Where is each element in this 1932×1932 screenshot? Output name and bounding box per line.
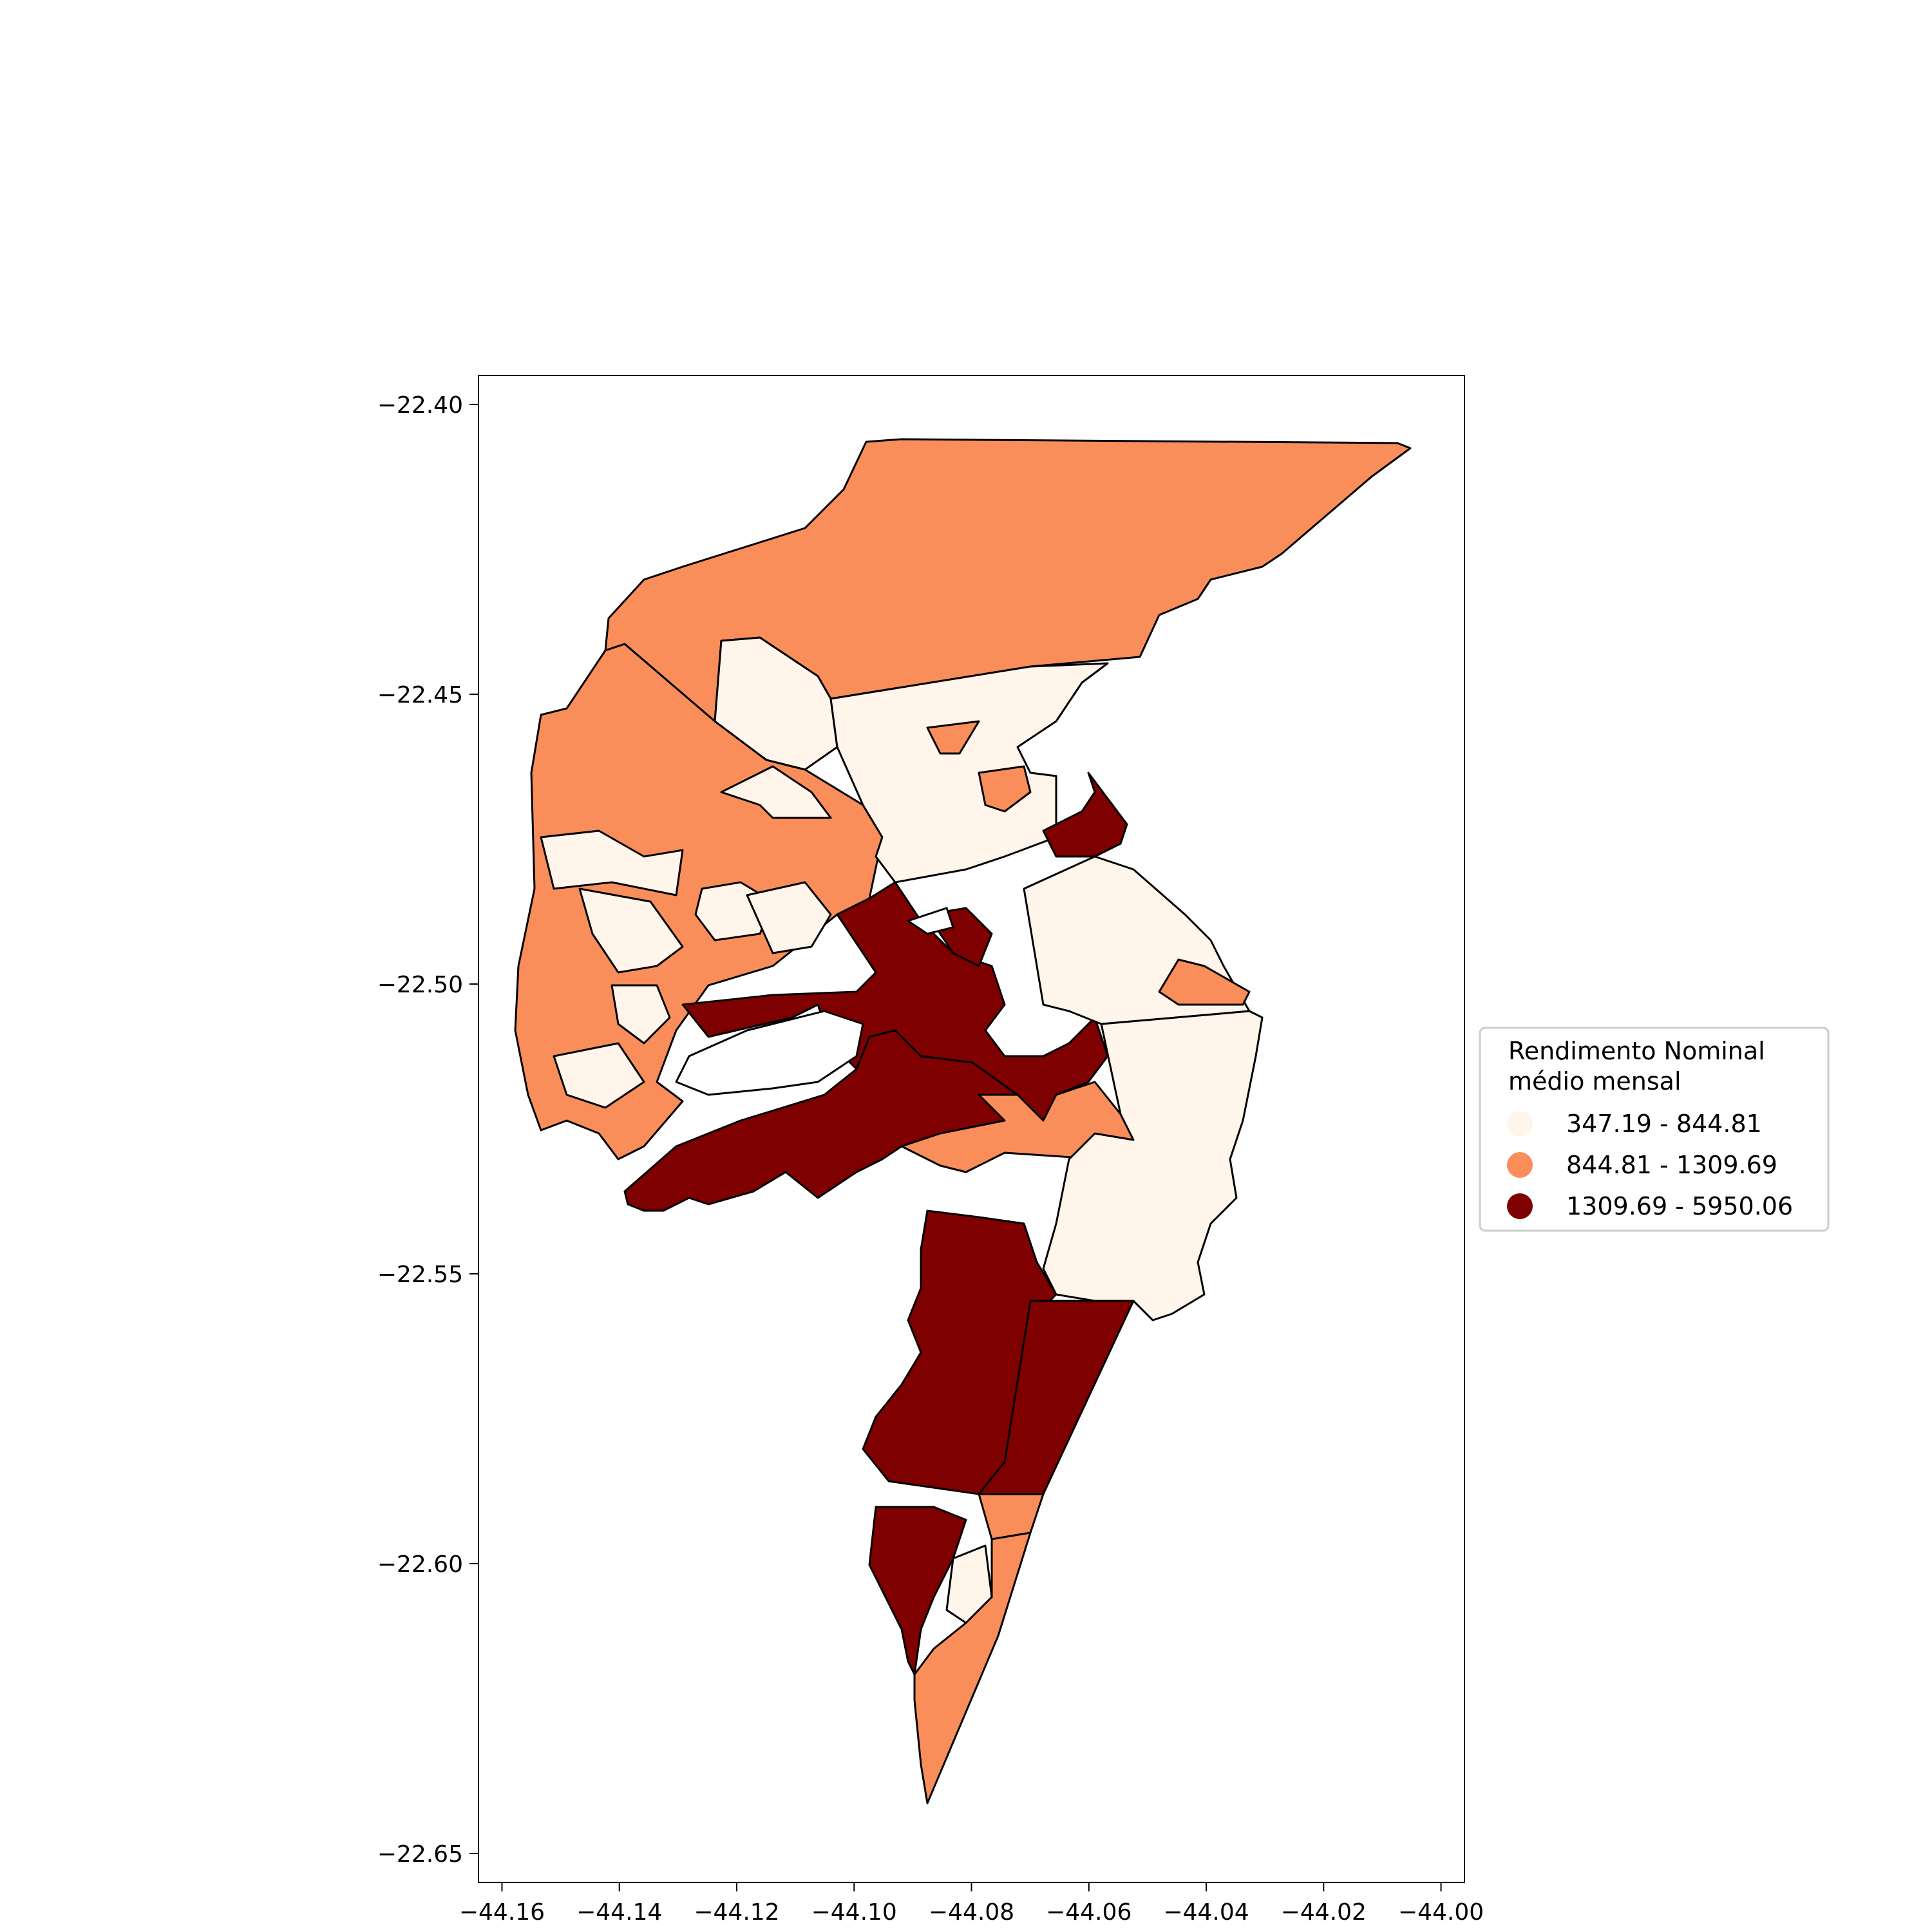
x-tick-label: −44.04	[1163, 1899, 1249, 1926]
legend-label-low: 347.19 - 844.81	[1566, 1110, 1762, 1138]
y-tick-label: −22.65	[377, 1841, 463, 1868]
map-regions	[514, 438, 1412, 1804]
region-light-bay	[675, 1010, 864, 1096]
x-tick-label: −44.16	[459, 1899, 545, 1926]
y-tick-label: −22.60	[377, 1551, 463, 1578]
region-dark-ne	[1042, 772, 1128, 858]
legend-swatch-mid	[1507, 1152, 1533, 1178]
region-light-3	[720, 765, 832, 819]
region-orange-ne	[1158, 958, 1251, 1006]
x-tick-label: −44.14	[576, 1899, 662, 1926]
region-dark-south-3	[868, 1506, 967, 1676]
legend-swatch-high	[1507, 1193, 1533, 1219]
region-light-6	[611, 984, 671, 1045]
x-tick-label: −44.12	[694, 1899, 779, 1926]
region-east-light	[1042, 1010, 1264, 1321]
x-tick-label: −44.00	[1398, 1899, 1484, 1926]
region-light-4	[540, 829, 684, 896]
region-orange-tail	[913, 1531, 1032, 1804]
region-orange-patch-1	[926, 720, 980, 755]
region-orange-mid	[900, 1081, 1135, 1173]
region-light-7	[553, 1042, 645, 1109]
legend-title-line2: médio mensal	[1508, 1067, 1681, 1095]
legend-label-high: 1309.69 - 5950.06	[1566, 1192, 1793, 1220]
region-orange-patch-2	[978, 765, 1032, 813]
legend: Rendimento Nominal médio mensal 347.19 -…	[1479, 1027, 1830, 1232]
y-tick-label: −22.50	[377, 972, 463, 998]
region-light-5	[578, 887, 684, 974]
legend-swatch-low	[1507, 1111, 1533, 1137]
region-light-9	[746, 881, 832, 954]
legend-frame	[1479, 1027, 1830, 1232]
legend-label-mid: 844.81 - 1309.69	[1566, 1151, 1777, 1179]
y-tick-label: −22.55	[377, 1262, 463, 1288]
region-light-lake	[907, 907, 954, 935]
x-tick-label: −44.06	[1046, 1899, 1132, 1926]
x-tick-label: −44.10	[811, 1899, 897, 1926]
y-tick-label: −22.40	[377, 392, 463, 419]
x-tick-label: −44.02	[1281, 1899, 1367, 1926]
y-axis-ticks: −22.40 −22.45 −22.50 −22.55 −22.60 −22.65	[377, 392, 478, 1868]
legend-title-line1: Rendimento Nominal	[1508, 1037, 1765, 1065]
region-dark-south-1	[862, 1209, 1057, 1495]
x-tick-label: −44.08	[929, 1899, 1014, 1926]
y-tick-label: −22.45	[377, 682, 463, 708]
x-axis-ticks: −44.16 −44.14 −44.12 −44.10 −44.08 −44.06 −44.…	[459, 1882, 1484, 1926]
